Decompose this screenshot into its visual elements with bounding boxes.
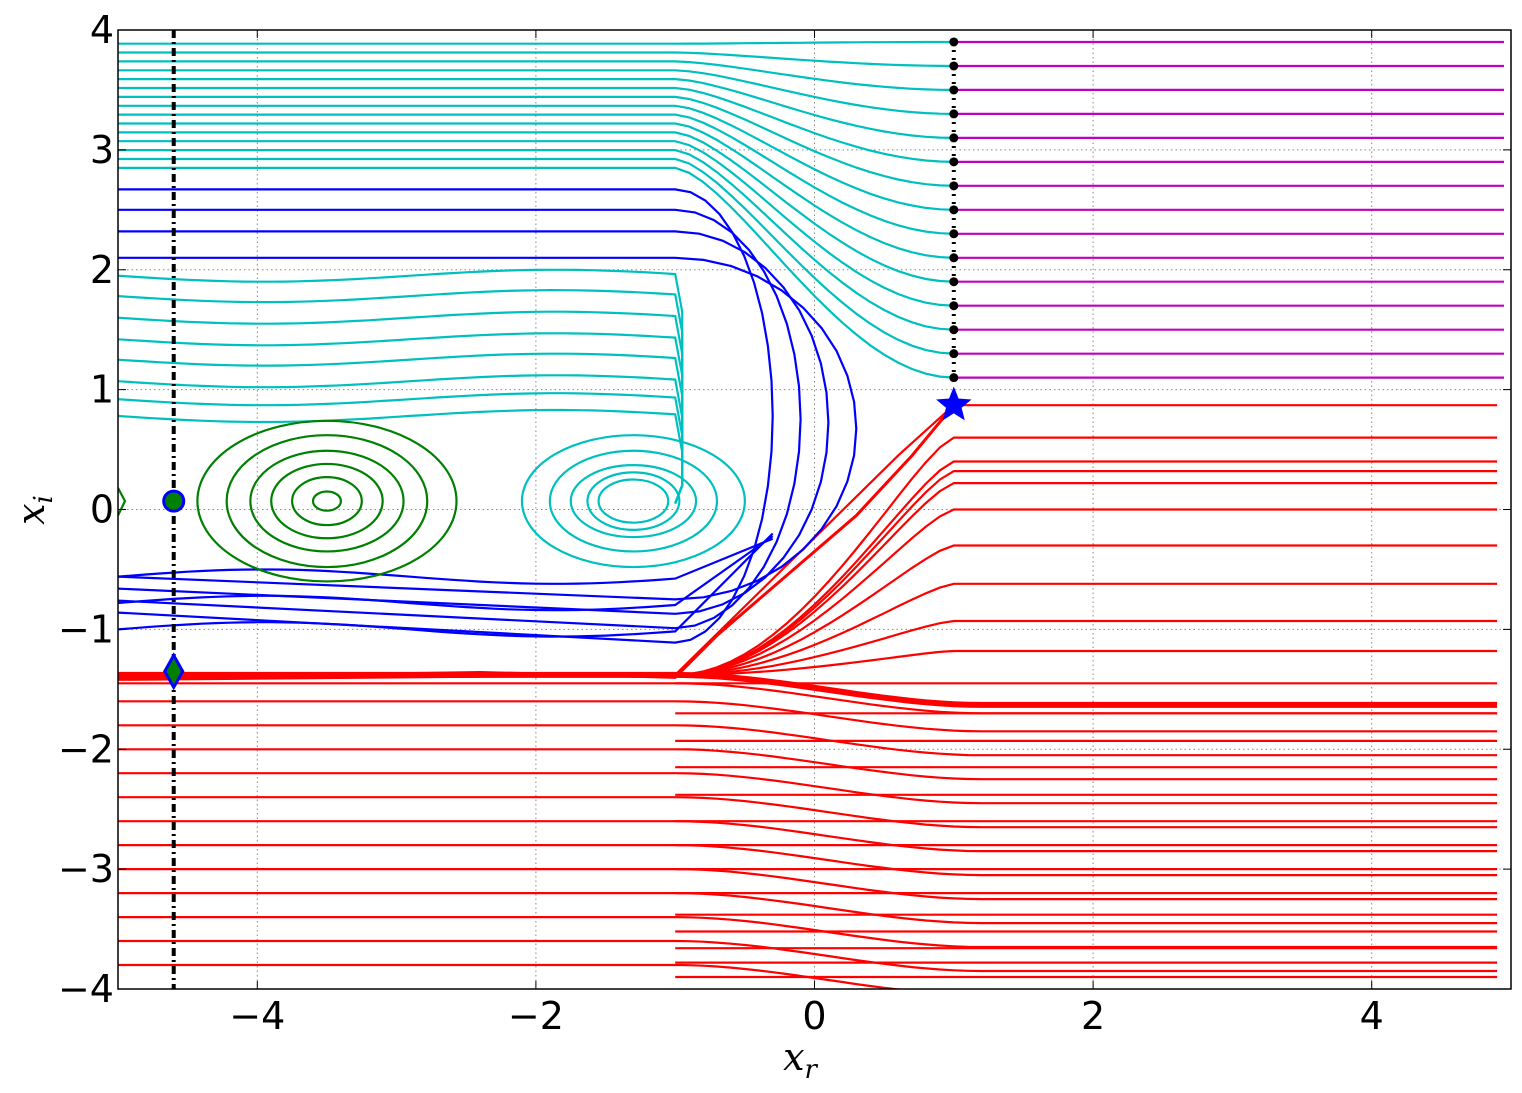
cyan-spiral-loop (520, 434, 746, 569)
cyan-streamline-top (118, 122, 954, 259)
cyan-streamline-top (118, 40, 954, 45)
black-dot (949, 85, 959, 95)
green-closed-orbit (249, 449, 405, 553)
red-streamline-lower (118, 844, 1498, 877)
cyan-streamline-top (118, 149, 954, 331)
black-dot (949, 133, 959, 143)
red-streamline-lower (118, 796, 1498, 829)
red-streamline-lower (118, 963, 904, 989)
circle-marker (162, 489, 186, 513)
cyan-spiral-loop (569, 464, 698, 539)
x-tick-label: 4 (1360, 994, 1384, 1038)
cyan-streamline-top (118, 78, 954, 139)
blue-streamline-loop (118, 230, 830, 615)
x-tick-label: −4 (229, 994, 285, 1038)
y-tick-label: −3 (58, 847, 114, 891)
red-streamline-lower (118, 700, 1498, 733)
black-dot (949, 349, 959, 359)
cyan-streamline-top (118, 104, 954, 211)
black-dot (949, 325, 959, 335)
black-dot (949, 61, 959, 71)
cyan-streamline-top (118, 140, 954, 307)
red-streamline-lower (118, 748, 1498, 781)
black-dot (949, 253, 959, 263)
cyan-streamline-top (118, 113, 954, 235)
star-marker (936, 386, 972, 421)
black-dot (949, 373, 959, 383)
black-dot (949, 181, 959, 191)
axis-ticks: −4 −2 0 2 4 −4 −3 −2 −1 0 1 2 3 4 (58, 8, 1511, 1038)
red-streamline-lower (118, 682, 1498, 715)
y-tick-label: −1 (58, 607, 114, 651)
cyan-streamline-top (118, 95, 954, 187)
black-dot (949, 301, 959, 311)
y-tick-label: 4 (90, 8, 114, 52)
x-tick-label: 0 (802, 994, 826, 1038)
cyan-streamline-middle (118, 332, 684, 504)
cyan-streamline-top (118, 69, 954, 115)
red-streamline-lower (118, 892, 1498, 925)
y-tick-label: 3 (90, 128, 114, 172)
blue-streamline-loop (118, 188, 774, 644)
vertical-reference-lines (171, 30, 959, 989)
red-streamline (118, 460, 1498, 678)
blue-streamline-lower (118, 537, 774, 585)
cyan-streamline-top (118, 86, 954, 163)
black-dot (949, 205, 959, 215)
x-tick-label: 2 (1081, 994, 1105, 1038)
black-dot (949, 277, 959, 287)
cyan-streamline-top (118, 131, 954, 283)
red-streamline-lower (118, 772, 1498, 805)
y-tick-label: −2 (58, 727, 114, 771)
cyan-streamline-middle (118, 268, 684, 504)
red-separatrix (118, 404, 955, 679)
x-tick-label: −2 (508, 994, 564, 1038)
cyan-streamline-top (118, 51, 954, 68)
cyan-streamline-top (118, 60, 954, 91)
red-streamline-lower (118, 724, 1498, 757)
black-dot (949, 157, 959, 167)
green-closed-orbit (196, 419, 458, 583)
cyan-streamline-middle (118, 352, 684, 504)
y-tick-label: 0 (90, 488, 114, 532)
blue-streamline-lower (118, 532, 774, 638)
red-streamline-lower (118, 820, 1498, 853)
red-streamline-lower (118, 868, 1498, 901)
y-tick-label: 1 (90, 368, 114, 412)
cyan-streamline-middle (118, 310, 684, 504)
cyan-streamline-middle (118, 392, 684, 504)
y-tick-label: 2 (90, 248, 114, 292)
streamlines (118, 40, 1504, 989)
red-streamline-lower (118, 671, 1498, 708)
red-streamline-lower (118, 939, 1498, 973)
cyan-streamline-top (118, 166, 954, 379)
blue-streamline-loop (118, 256, 858, 601)
cyan-spiral-loop (597, 478, 670, 524)
green-edge-orbit (118, 487, 127, 516)
green-closed-orbit (225, 434, 429, 569)
green-closed-orbit (270, 462, 384, 540)
y-axis-label: xi (9, 495, 59, 525)
x-axis-label: xr (783, 1035, 818, 1085)
y-tick-label: −4 (58, 967, 114, 1011)
cyan-spiral-loop (548, 449, 719, 553)
point-markers (162, 386, 972, 691)
blue-streamline-lower (118, 535, 774, 612)
diamond-marker (162, 652, 185, 691)
red-streamline-lower (118, 916, 1498, 949)
cyan-streamline-top (118, 157, 954, 355)
cyan-streamline-middle (118, 374, 684, 504)
cyan-streamline-middle (118, 288, 684, 504)
black-dot (949, 109, 959, 119)
red-streamline (118, 470, 1498, 678)
green-closed-orbit (291, 476, 363, 527)
green-closed-orbit (311, 490, 342, 512)
cyan-spiral-loop (586, 471, 681, 531)
black-dot (949, 229, 959, 239)
cyan-streamline-middle (118, 408, 684, 504)
